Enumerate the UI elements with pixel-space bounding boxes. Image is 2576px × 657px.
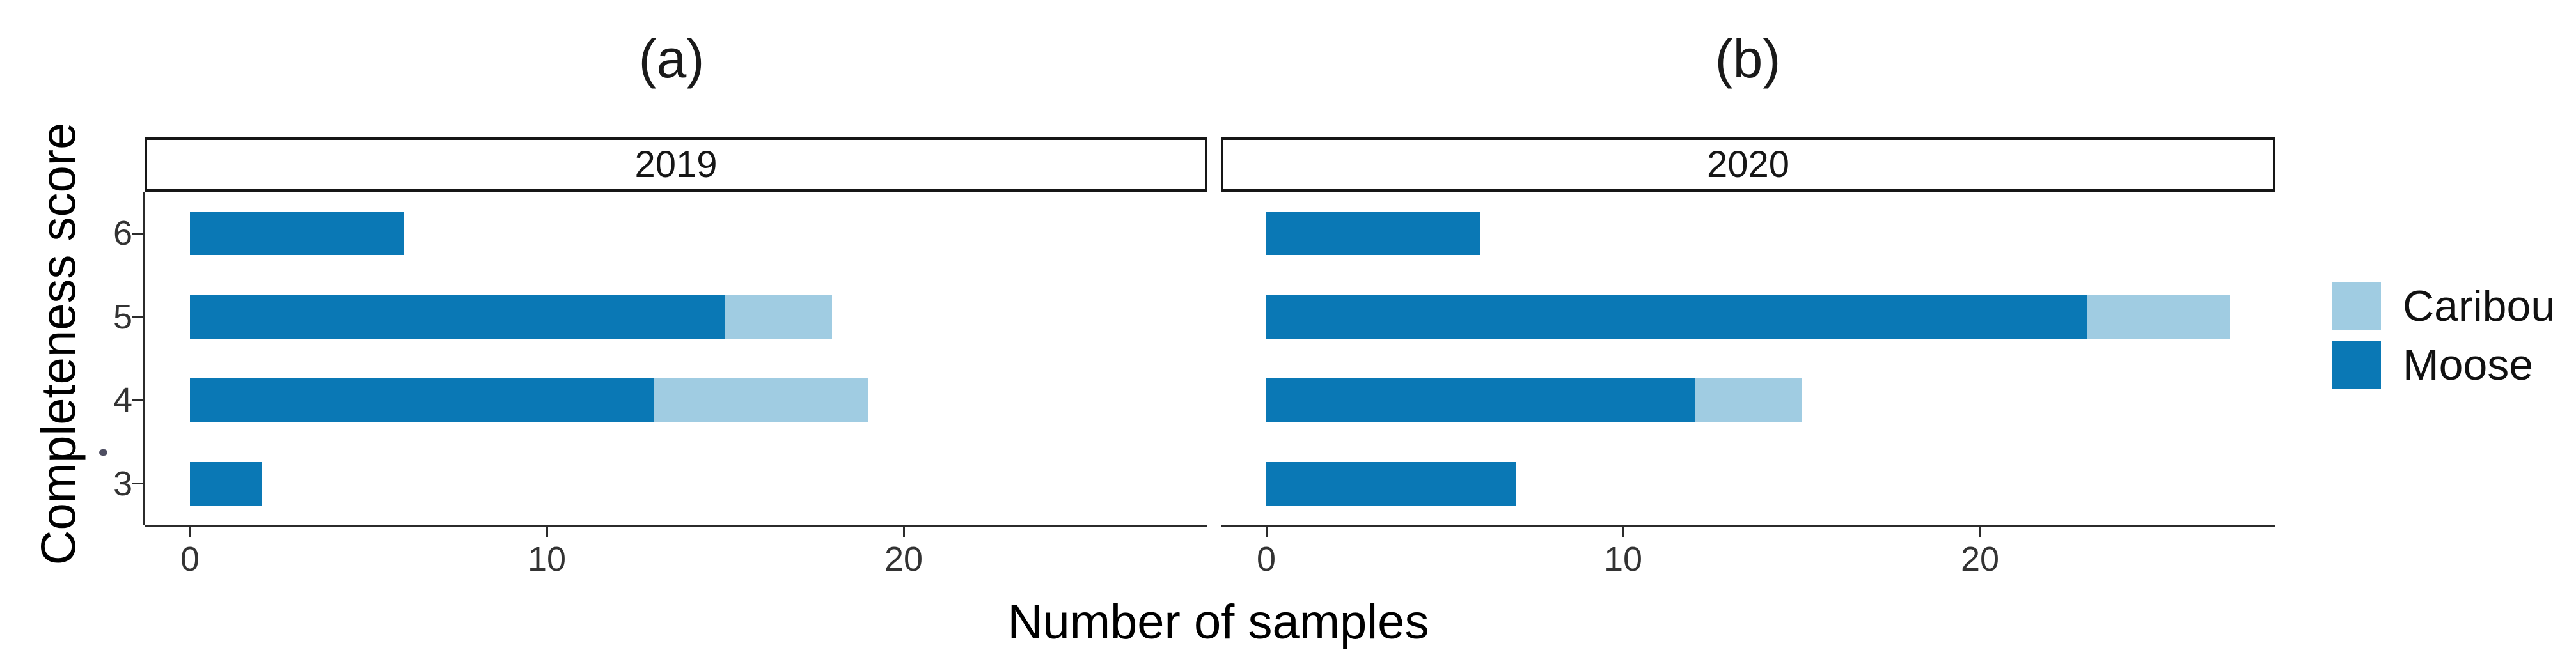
bar-2019-score5-caribou (725, 295, 833, 339)
bar-2019-score5-moose (190, 295, 725, 339)
y-tick-label: 4 (113, 381, 132, 420)
legend-swatch-moose (2332, 341, 2381, 389)
bar-2019-score6-moose (190, 212, 404, 256)
x-tick-label: 0 (1256, 540, 1276, 578)
x-axis-line-2019 (145, 525, 1207, 527)
x-tick-label: 20 (884, 540, 923, 578)
x-tick-label: 10 (1603, 540, 1643, 578)
x-tick-mark (546, 527, 548, 537)
facet-strip-2020: 2020 (1221, 137, 2275, 192)
x-tick-label: 20 (1960, 540, 2000, 578)
bar-2019-score4-moose (190, 378, 654, 422)
panel-a-title: (a) (638, 29, 705, 89)
y-tick-label: 5 (113, 297, 132, 336)
x-tick-mark (189, 527, 191, 537)
x-tick-mark (1622, 527, 1624, 537)
panel-b-title: (b) (1715, 29, 1781, 89)
x-tick-label: 0 (180, 540, 200, 578)
x-axis-title: Number of samples (1007, 595, 1429, 649)
legend-item-moose: Moose (2332, 341, 2533, 389)
x-tick-mark (902, 527, 905, 537)
stray-mark (99, 449, 107, 456)
legend-label-caribou: Caribou (2403, 282, 2556, 330)
legend-swatch-caribou (2332, 282, 2381, 330)
bar-2020-score4-caribou (1694, 378, 1802, 422)
bar-2020-score5-moose (1266, 295, 2087, 339)
bar-2020-score5-caribou (2087, 295, 2230, 339)
y-tick-mark (132, 483, 145, 485)
facet-strip-2019: 2019 (145, 137, 1207, 192)
legend-label-moose: Moose (2403, 341, 2534, 389)
facet-strip-2019-label: 2019 (634, 144, 718, 185)
legend-item-caribou: Caribou (2332, 282, 2555, 330)
y-axis-line (143, 192, 145, 525)
y-tick-mark (132, 232, 145, 235)
x-tick-mark (1979, 527, 1981, 537)
x-tick-mark (1265, 527, 1268, 537)
bar-2019-score3-moose (190, 461, 262, 506)
y-tick-mark (132, 316, 145, 318)
x-axis-line-2020 (1221, 525, 2275, 527)
bar-2020-score4-moose (1266, 378, 1695, 422)
bar-2020-score3-moose (1266, 461, 1516, 506)
y-tick-label: 3 (113, 464, 132, 503)
bar-2019-score4-caribou (654, 378, 868, 422)
bar-2020-score6-moose (1266, 212, 1480, 256)
y-tick-label: 6 (113, 214, 132, 253)
plot-area-2020: 0 10 20 (1221, 192, 2275, 576)
plot-area-2019: 0 10 20 (145, 192, 1207, 576)
x-tick-label: 10 (527, 540, 567, 578)
y-tick-mark (132, 399, 145, 401)
facet-strip-2020-label: 2020 (1706, 144, 1790, 185)
